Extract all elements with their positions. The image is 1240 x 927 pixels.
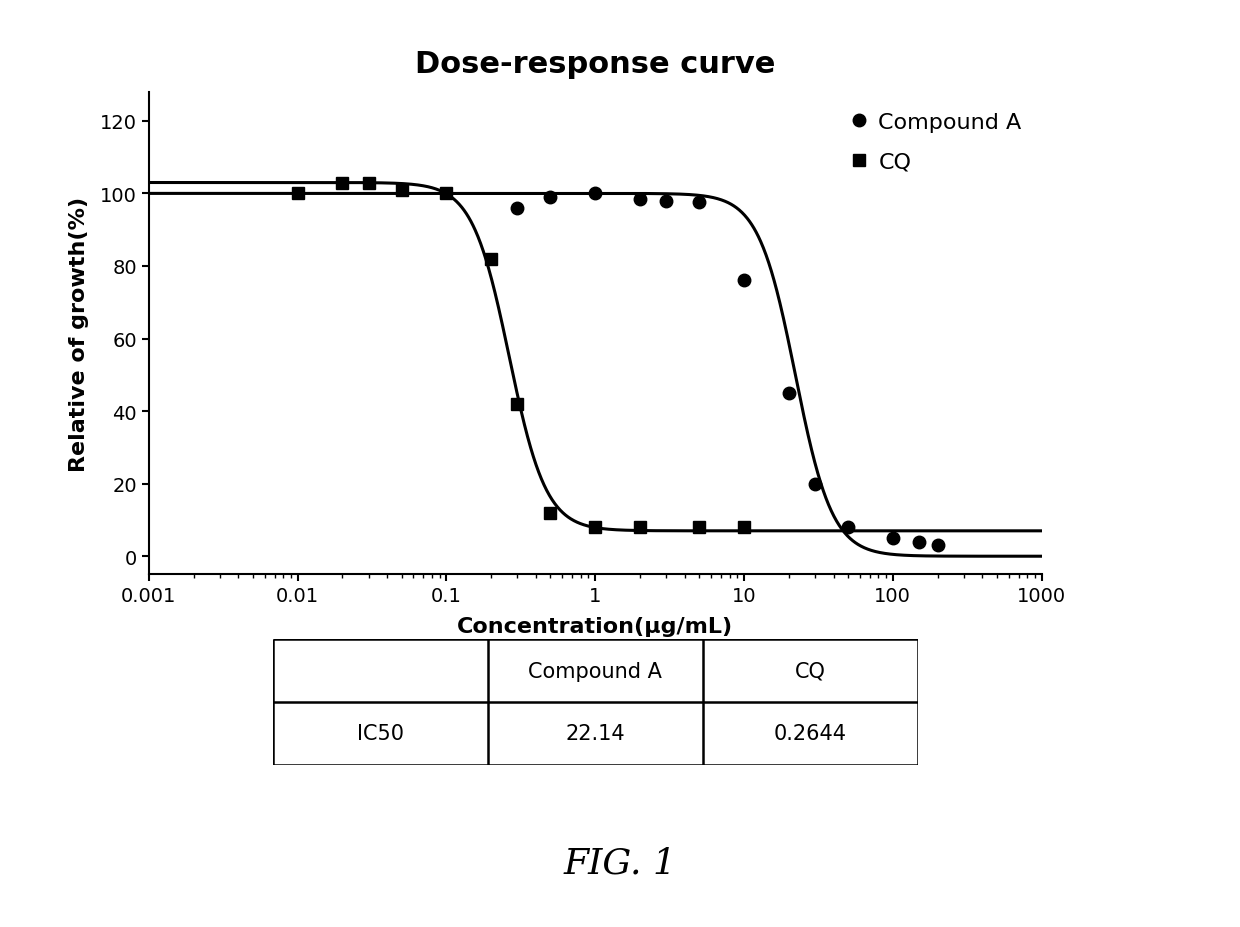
Compound A xyxy=(841,522,856,533)
CQ xyxy=(543,508,558,519)
Compound A xyxy=(588,188,603,199)
Text: 22.14: 22.14 xyxy=(565,723,625,743)
Compound A xyxy=(781,388,796,400)
Compound A xyxy=(911,537,926,548)
CQ xyxy=(737,522,751,533)
Line: CQ: CQ xyxy=(291,177,750,534)
Compound A xyxy=(510,203,525,214)
Compound A xyxy=(632,194,647,205)
Text: 0.2644: 0.2644 xyxy=(774,723,847,743)
Compound A xyxy=(658,196,673,207)
CQ xyxy=(484,254,498,265)
CQ xyxy=(588,522,603,533)
Compound A xyxy=(737,275,751,286)
Compound A xyxy=(930,540,945,552)
CQ xyxy=(290,188,305,199)
CQ xyxy=(335,178,350,189)
Text: IC50: IC50 xyxy=(357,723,404,743)
X-axis label: Concentration(μg/mL): Concentration(μg/mL) xyxy=(458,616,733,637)
Compound A xyxy=(885,533,900,544)
Compound A xyxy=(692,197,707,209)
CQ xyxy=(394,185,409,197)
Y-axis label: Relative of growth(%): Relative of growth(%) xyxy=(69,197,89,471)
Title: Dose-response curve: Dose-response curve xyxy=(415,50,775,80)
Compound A xyxy=(543,192,558,203)
CQ xyxy=(632,522,647,533)
CQ xyxy=(692,522,707,533)
Legend: Compound A, CQ: Compound A, CQ xyxy=(844,104,1030,182)
CQ xyxy=(361,178,376,189)
Text: FIG. 1: FIG. 1 xyxy=(563,845,677,879)
Text: CQ: CQ xyxy=(795,661,826,681)
CQ xyxy=(439,188,454,199)
Line: Compound A: Compound A xyxy=(511,188,944,552)
Compound A xyxy=(807,478,822,489)
CQ xyxy=(510,399,525,410)
Text: Compound A: Compound A xyxy=(528,661,662,681)
